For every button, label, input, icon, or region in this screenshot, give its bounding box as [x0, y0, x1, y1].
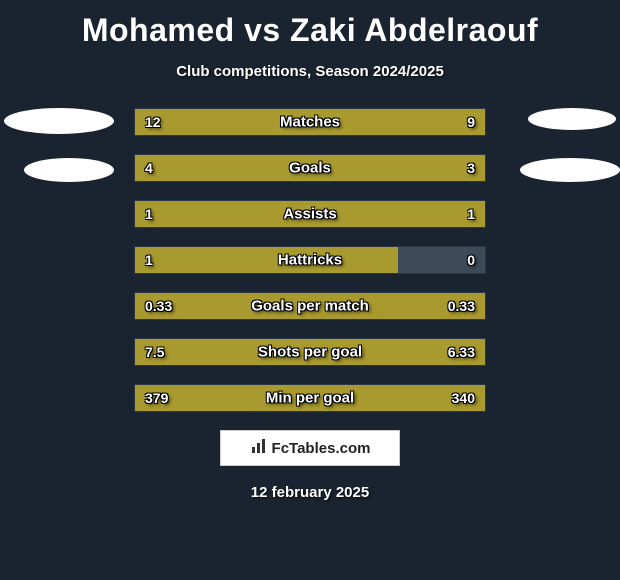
comparison-title: Mohamed vs Zaki Abdelraouf [0, 0, 620, 49]
stat-label: Goals [289, 160, 331, 177]
stat-row: Min per goal 379 340 [134, 384, 486, 412]
stat-label: Goals per match [251, 298, 369, 315]
player-right-placeholder-2 [520, 158, 620, 182]
stat-value-right: 340 [452, 390, 475, 406]
player-right-placeholder-1 [528, 108, 616, 130]
stat-label: Matches [280, 114, 340, 131]
stat-bar-right [335, 109, 486, 135]
stat-bar-left [135, 247, 398, 273]
stat-value-right: 6.33 [448, 344, 475, 360]
stat-label: Assists [283, 206, 336, 223]
stat-value-left: 7.5 [145, 344, 164, 360]
player-left-placeholder-2 [24, 158, 114, 182]
comparison-content: Matches 12 9 Goals 4 3 Assists 1 1 Hattricks 1 0 Goa… [0, 108, 620, 412]
stat-bars: Matches 12 9 Goals 4 3 Assists 1 1 Hattricks 1 0 Goa… [134, 108, 486, 412]
stat-value-left: 1 [145, 252, 153, 268]
stat-label: Shots per goal [258, 344, 362, 361]
stat-row: Shots per goal 7.5 6.33 [134, 338, 486, 366]
stat-value-right: 0 [467, 252, 475, 268]
stat-value-right: 3 [467, 160, 475, 176]
stat-row: Assists 1 1 [134, 200, 486, 228]
stat-label: Min per goal [266, 390, 354, 407]
stat-value-right: 9 [467, 114, 475, 130]
stat-value-left: 379 [145, 390, 168, 406]
stat-label: Hattricks [278, 252, 342, 269]
stat-value-left: 4 [145, 160, 153, 176]
footer-brand-text: FcTables.com [272, 440, 371, 457]
stat-value-left: 12 [145, 114, 161, 130]
stat-row: Matches 12 9 [134, 108, 486, 136]
stat-value-right: 0.33 [448, 298, 475, 314]
footer-logo[interactable]: FcTables.com [220, 430, 400, 466]
stat-row: Hattricks 1 0 [134, 246, 486, 274]
comparison-subtitle: Club competitions, Season 2024/2025 [0, 63, 620, 80]
stat-row: Goals 4 3 [134, 154, 486, 182]
stat-value-left: 1 [145, 206, 153, 222]
stat-bar-right [335, 155, 486, 181]
stat-row: Goals per match 0.33 0.33 [134, 292, 486, 320]
stat-value-right: 1 [467, 206, 475, 222]
chart-icon [250, 437, 268, 460]
comparison-date: 12 february 2025 [0, 484, 620, 501]
player-left-placeholder-1 [4, 108, 114, 134]
stat-value-left: 0.33 [145, 298, 172, 314]
